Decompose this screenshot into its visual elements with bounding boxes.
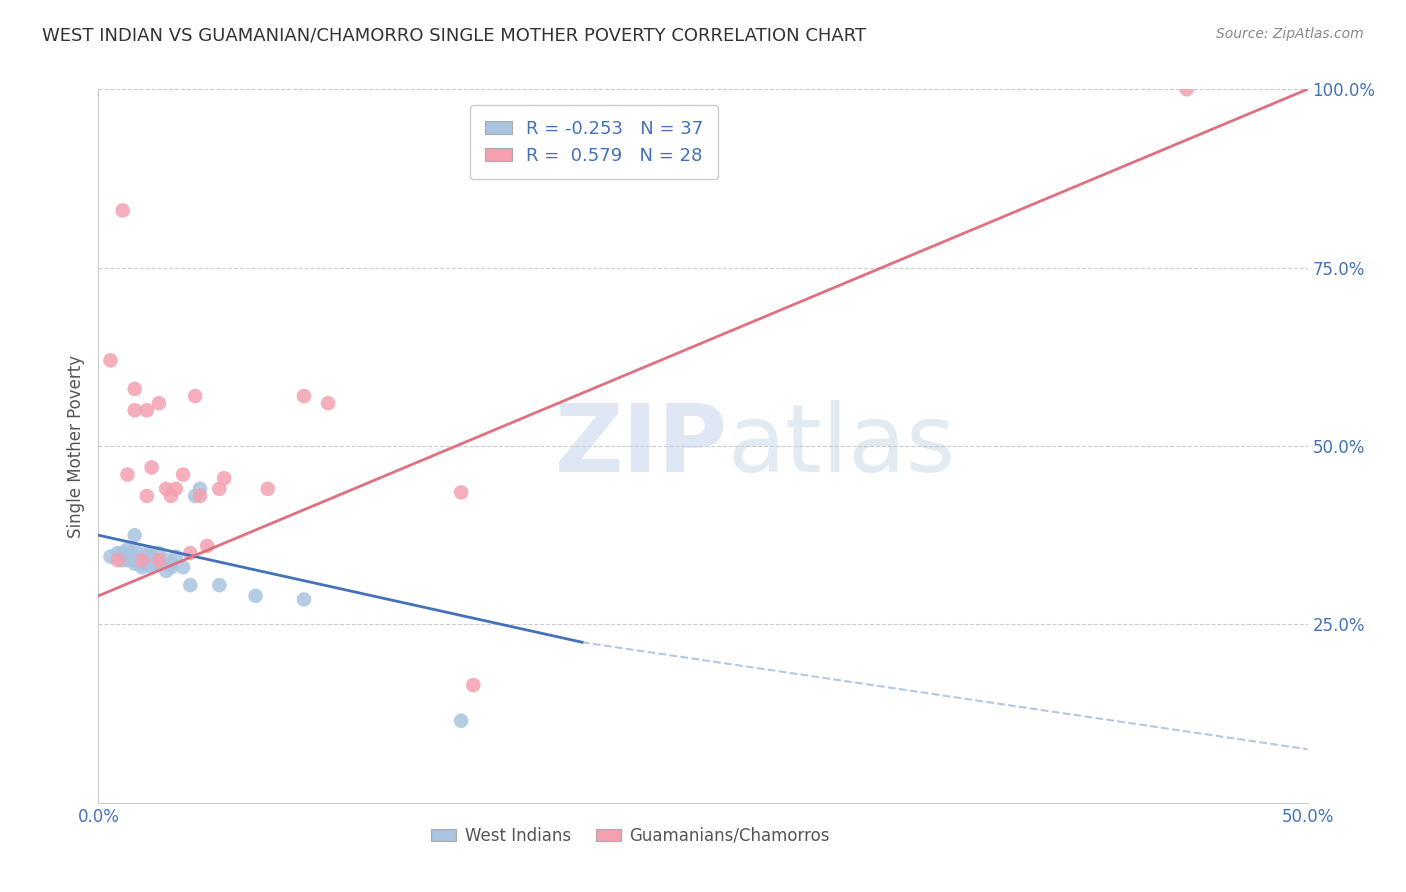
Point <box>135 557 157 571</box>
Point <box>100 353 122 368</box>
Point <box>124 542 146 557</box>
Point <box>172 560 194 574</box>
Point <box>450 485 472 500</box>
Point <box>148 553 170 567</box>
Point <box>131 553 153 567</box>
Point <box>107 553 129 567</box>
Text: WEST INDIAN VS GUAMANIAN/CHAMORRO SINGLE MOTHER POVERTY CORRELATION CHART: WEST INDIAN VS GUAMANIAN/CHAMORRO SINGLE… <box>42 27 866 45</box>
Point <box>141 460 163 475</box>
Point <box>124 549 146 564</box>
Point <box>111 553 134 567</box>
Point <box>124 557 146 571</box>
Point <box>141 553 163 567</box>
Point <box>117 542 139 557</box>
Point <box>316 396 339 410</box>
Point <box>155 564 177 578</box>
Point <box>179 578 201 592</box>
Point <box>292 389 315 403</box>
Point <box>195 539 218 553</box>
Point <box>188 489 211 503</box>
Point <box>184 489 207 503</box>
Point <box>135 489 157 503</box>
Point <box>148 557 170 571</box>
Point <box>148 396 170 410</box>
Point <box>148 546 170 560</box>
Point <box>141 560 163 574</box>
Point <box>212 471 235 485</box>
Point <box>172 467 194 482</box>
Point <box>165 482 187 496</box>
Point <box>131 560 153 574</box>
Point <box>208 578 231 592</box>
Point <box>450 714 472 728</box>
Point <box>245 589 267 603</box>
Point <box>135 549 157 564</box>
Point <box>124 403 146 417</box>
Point <box>160 489 183 503</box>
Point <box>135 553 157 567</box>
Text: ZIP: ZIP <box>554 400 727 492</box>
Point <box>117 553 139 567</box>
Legend: West Indians, Guamanians/Chamorros: West Indians, Guamanians/Chamorros <box>425 821 837 852</box>
Point <box>1175 82 1198 96</box>
Point <box>141 557 163 571</box>
Point <box>184 389 207 403</box>
Y-axis label: Single Mother Poverty: Single Mother Poverty <box>66 354 84 538</box>
Point <box>463 678 485 692</box>
Point <box>124 553 146 567</box>
Text: Source: ZipAtlas.com: Source: ZipAtlas.com <box>1216 27 1364 41</box>
Point <box>131 557 153 571</box>
Point <box>135 403 157 417</box>
Point <box>179 546 201 560</box>
Point <box>117 467 139 482</box>
Point <box>160 560 183 574</box>
Point <box>208 482 231 496</box>
Point <box>107 546 129 560</box>
Point <box>131 553 153 567</box>
Point <box>256 482 278 496</box>
Point <box>155 553 177 567</box>
Point <box>111 203 134 218</box>
Point <box>135 546 157 560</box>
Point <box>124 382 146 396</box>
Point <box>111 546 134 560</box>
Point <box>155 482 177 496</box>
Point <box>160 557 183 571</box>
Point <box>292 592 315 607</box>
Point <box>124 528 146 542</box>
Point <box>188 482 211 496</box>
Text: atlas: atlas <box>727 400 956 492</box>
Point <box>141 549 163 564</box>
Point <box>165 549 187 564</box>
Point <box>100 549 122 564</box>
